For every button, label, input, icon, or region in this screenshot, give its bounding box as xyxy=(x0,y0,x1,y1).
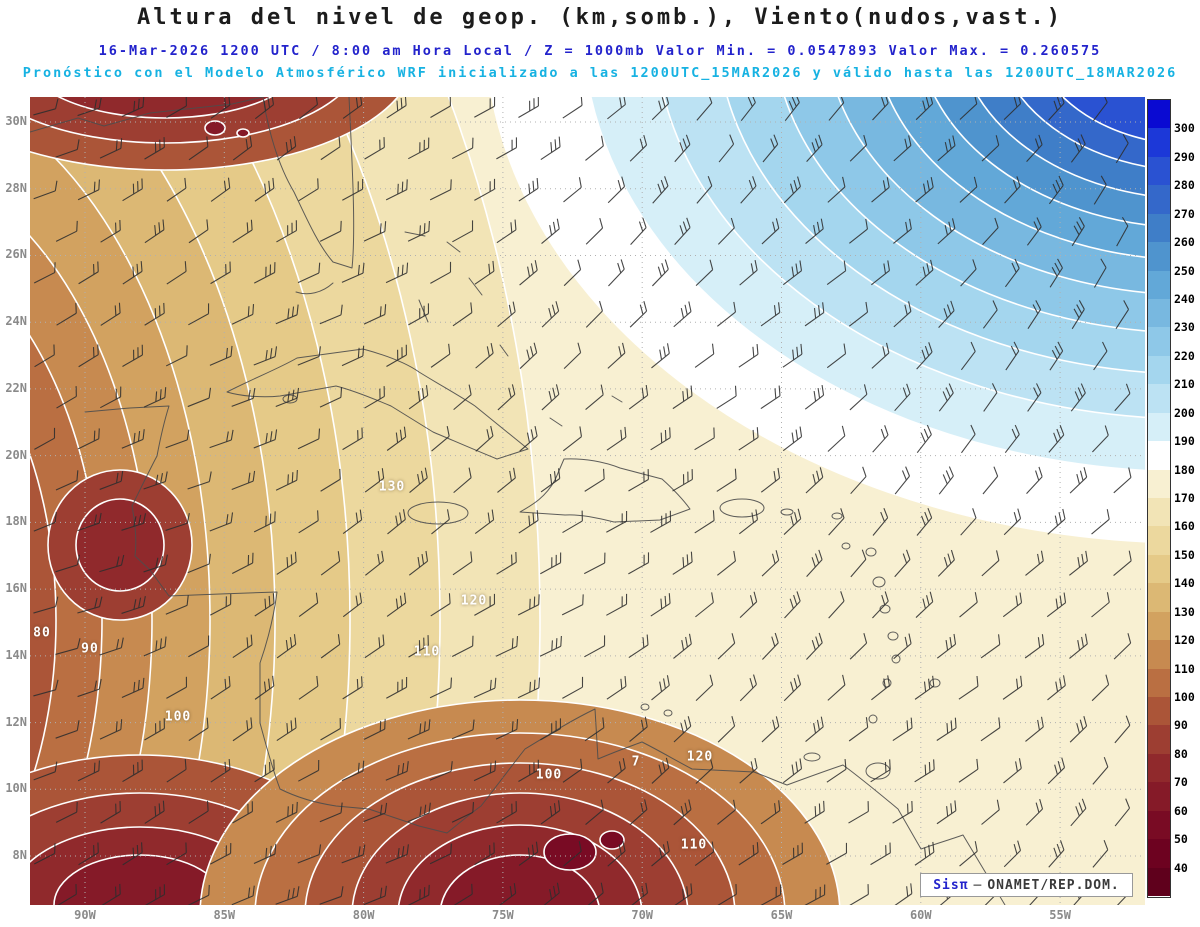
lon-tick-label: 70W xyxy=(631,908,654,922)
colorbar-tick-label: 80 xyxy=(1174,746,1188,761)
colorbar-tick-label: 120 xyxy=(1174,633,1195,648)
contour-value-label: 110 xyxy=(680,837,708,853)
contour-value-label: 90 xyxy=(81,641,99,657)
colorbar-cell xyxy=(1148,526,1170,556)
lat-tick-label: 20N xyxy=(5,447,27,462)
contour-value-label: 100 xyxy=(535,767,563,783)
colorbar-tick-label: 150 xyxy=(1174,547,1195,562)
lat-tick-label: 24N xyxy=(5,314,27,329)
colorbar-tick-label: 140 xyxy=(1174,576,1195,591)
lon-tick-label: 80W xyxy=(352,908,375,922)
colorbar-cell xyxy=(1148,270,1170,300)
colorbar-cell xyxy=(1148,753,1170,783)
lat-tick-label: 14N xyxy=(5,647,27,662)
colorbar-cell xyxy=(1148,498,1170,527)
subtitle-model-run: Pronóstico con el Modelo Atmosférico WRF… xyxy=(22,65,1178,81)
colorbar-cell xyxy=(1148,299,1170,328)
lat-tick-label: 10N xyxy=(5,781,27,796)
contour-value-label: 100 xyxy=(164,709,192,725)
colorbar-cell xyxy=(1148,782,1170,812)
lat-tick-label: 28N xyxy=(5,180,27,195)
lon-tick-label: 75W xyxy=(492,908,514,922)
colorbar-tick-label: 290 xyxy=(1174,149,1195,164)
lat-tick-label: 12N xyxy=(5,714,27,729)
lon-tick-label: 55W xyxy=(1049,908,1071,922)
colorbar-tick-label: 270 xyxy=(1174,206,1195,221)
lon-tick-label: 85W xyxy=(213,908,236,922)
colorbar-cell xyxy=(1148,327,1170,357)
contour-value-label: 80 xyxy=(33,625,51,641)
colorbar-cell xyxy=(1148,355,1170,385)
colorbar-tick-label: 70 xyxy=(1174,775,1188,790)
colorbar-cell xyxy=(1148,384,1170,414)
colorbar-cell xyxy=(1148,185,1170,215)
colorbar-tick-label: 240 xyxy=(1174,292,1195,306)
colorbar-cell xyxy=(1148,611,1170,641)
page-title: Altura del nivel de geop. (km,somb.), Vi… xyxy=(137,5,1063,30)
contour-value-label: 7 xyxy=(631,754,641,770)
lat-tick-label: 8N xyxy=(12,848,27,863)
colorbar-tick-label: 280 xyxy=(1174,178,1195,193)
contour-value-label: 120 xyxy=(460,593,488,609)
colorbar-tick-label: 200 xyxy=(1174,405,1195,420)
lat-tick-label: 22N xyxy=(5,380,27,395)
colorbar-tick-label: 110 xyxy=(1174,661,1195,676)
lat-tick-label: 30N xyxy=(5,114,27,128)
colorbar-cell xyxy=(1148,725,1170,755)
contour-value-label: 120 xyxy=(686,749,714,765)
attribution-source: ONAMET/REP.DOM. xyxy=(987,877,1120,893)
colorbar-cell xyxy=(1148,554,1170,584)
lon-tick-label: 90W xyxy=(74,908,96,922)
colorbar-cell xyxy=(1148,668,1170,698)
lon-tick-label: 60W xyxy=(909,908,932,922)
lat-tick-label: 16N xyxy=(5,581,27,596)
colorbar-cell xyxy=(1148,412,1170,442)
colorbar-tick-label: 40 xyxy=(1174,860,1188,875)
colorbar-tick-label: 90 xyxy=(1174,718,1188,733)
lon-tick-label: 65W xyxy=(770,908,793,922)
colorbar-tick-label: 210 xyxy=(1174,377,1195,392)
attribution-brand: Sisπ xyxy=(933,877,969,893)
colorbar-tick-label: 180 xyxy=(1174,462,1195,477)
colorbar-tick-label: 190 xyxy=(1174,434,1195,449)
colorbar-tick-label: 220 xyxy=(1174,348,1195,363)
colorbar-cell xyxy=(1148,583,1170,613)
colorbar-cell xyxy=(1148,867,1170,897)
colorbar-tick-label: 170 xyxy=(1174,491,1195,505)
attribution-badge: Sisπ — ONAMET/REP.DOM. xyxy=(920,873,1133,897)
colorbar-cell xyxy=(1148,697,1170,726)
colorbar-cell xyxy=(1148,640,1170,670)
colorbar-cell xyxy=(1148,156,1170,186)
colorbar-tick-label: 130 xyxy=(1174,604,1195,619)
colorbar-cell xyxy=(1148,441,1170,471)
attribution-separator: — xyxy=(973,877,983,893)
subtitle-valid-time: 16-Mar-2026 1200 UTC / 8:00 am Hora Loca… xyxy=(98,43,1102,59)
contour-value-label: 110 xyxy=(413,644,441,660)
contour-value-label: 130 xyxy=(378,479,406,495)
colorbar-cell xyxy=(1148,469,1170,499)
colorbar-tick-label: 260 xyxy=(1174,235,1195,250)
colorbar-tick-label: 160 xyxy=(1174,519,1195,534)
colorbar-tick-label: 230 xyxy=(1174,320,1195,335)
colorbar-cell xyxy=(1148,242,1170,272)
colorbar-tick-label: 50 xyxy=(1174,832,1188,847)
colorbar-cell xyxy=(1148,839,1170,869)
colorbar-tick-label: 250 xyxy=(1174,263,1195,278)
colorbar-cell xyxy=(1148,810,1170,840)
colorbar-tick-label: 300 xyxy=(1174,121,1195,136)
lat-tick-label: 26N xyxy=(5,247,27,262)
colorbar-tick-label: 100 xyxy=(1174,690,1195,704)
colorbar-cell xyxy=(1148,128,1170,158)
lat-tick-label: 18N xyxy=(5,514,27,529)
colorbar-cell xyxy=(1148,213,1170,243)
colorbar-cell xyxy=(1148,100,1170,129)
colorbar-tick-label: 60 xyxy=(1174,803,1188,818)
